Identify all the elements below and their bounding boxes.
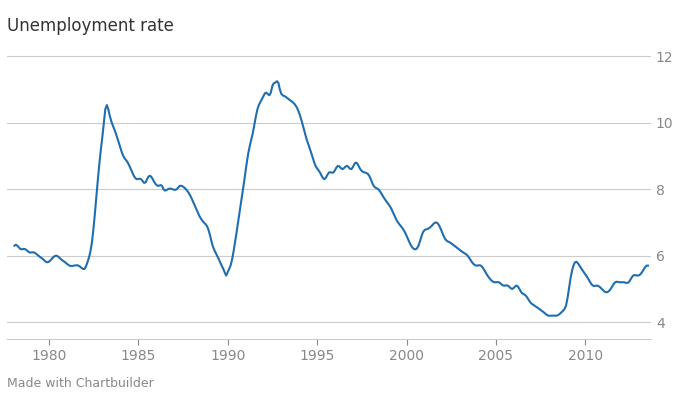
Text: Unemployment rate: Unemployment rate	[7, 17, 174, 35]
Text: Made with Chartbuilder: Made with Chartbuilder	[7, 377, 154, 390]
